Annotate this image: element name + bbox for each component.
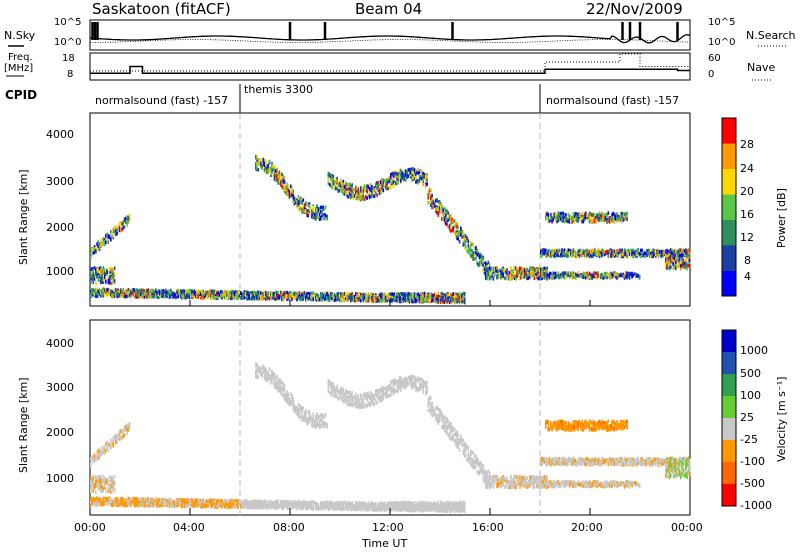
power-cbar-tick-28: 28 xyxy=(740,138,754,151)
velocity-cbar-swatch-0 xyxy=(722,330,736,352)
velocity-cbar-swatch-3 xyxy=(722,396,736,418)
time-tick-2: 08:00 xyxy=(273,521,305,534)
power-cbar-swatch-6 xyxy=(722,271,736,297)
nsky-trace xyxy=(89,34,691,44)
velocity-ytick-4000: 4000 xyxy=(46,337,74,350)
vel-cbar-tick-100: 100 xyxy=(740,389,761,402)
time-tick-4: 16:00 xyxy=(472,521,504,534)
time-tick-6: 00:00 xyxy=(671,521,703,534)
vel-cbar-tick-25: 25 xyxy=(740,411,754,424)
nsky-tick-high: 10^5 xyxy=(54,17,82,28)
freq-trace xyxy=(90,65,690,74)
power-ytick-2000: 2000 xyxy=(46,221,74,234)
power-cbar-tick-20: 20 xyxy=(740,185,754,198)
power-cbar-tick-8: 8 xyxy=(744,254,751,267)
vel-cbar-tick-m25: -25 xyxy=(740,433,758,446)
nave-tick-low: 0 xyxy=(708,69,715,80)
power-colorbar-frame xyxy=(721,117,737,297)
freq-tick-high: 18 xyxy=(62,53,75,64)
nsky-tick-low: 10^0 xyxy=(54,37,82,48)
velocity-ytick-1000: 1000 xyxy=(46,472,74,485)
power-ytick-4000: 4000 xyxy=(46,128,74,141)
station-title: Saskatoon (fitACF) xyxy=(92,0,231,18)
freq-tick-low: 8 xyxy=(67,69,74,80)
freq-panel-frame xyxy=(89,52,691,81)
time-tick-1: 04:00 xyxy=(173,521,205,534)
velocity-ytick-3000: 3000 xyxy=(46,381,74,394)
velocity-colorbar-label: Velocity [m s⁻¹] xyxy=(775,376,788,462)
vel-cbar-tick-m500: -500 xyxy=(740,477,765,490)
time-tick-3: 12:00 xyxy=(372,521,404,534)
power-cbar-swatch-1 xyxy=(722,143,736,169)
nave-label: Nave xyxy=(747,61,776,74)
velocity-cbar-swatch-6 xyxy=(722,462,736,484)
beam-label: Beam 04 xyxy=(355,0,423,18)
vel-cbar-tick-500: 500 xyxy=(740,367,761,380)
power-cbar-swatch-4 xyxy=(722,220,736,246)
vel-cbar-tick-m100: -100 xyxy=(740,455,765,468)
vel-cbar-tick-1000: 1000 xyxy=(740,344,768,357)
nave-trace xyxy=(90,53,690,72)
cpid-segment-3: normalsound (fast) -157 xyxy=(546,94,680,107)
velocity-echo-cells xyxy=(90,362,691,514)
power-cbar-tick-4: 4 xyxy=(744,270,751,283)
velocity-cbar-swatch-1 xyxy=(722,352,736,374)
power-ylabel: Slant Range [km] xyxy=(17,169,30,265)
power-cbar-swatch-2 xyxy=(722,169,736,195)
nsearch-tick-high: 10^5 xyxy=(708,17,736,28)
vel-cbar-tick-m1000: -1000 xyxy=(740,499,772,512)
date-label: 22/Nov/2009 xyxy=(586,0,683,18)
time-tick-5: 20:00 xyxy=(571,521,603,534)
velocity-cbar-swatch-5 xyxy=(722,440,736,462)
power-ytick-1000: 1000 xyxy=(46,265,74,278)
power-echo-cells xyxy=(90,155,691,305)
velocity-ylabel: Slant Range [km] xyxy=(17,377,30,473)
nave-tick-high: 60 xyxy=(708,53,721,64)
power-cbar-swatch-0 xyxy=(722,118,736,144)
velocity-colorbar-frame xyxy=(721,329,737,507)
power-cbar-swatch-3 xyxy=(722,194,736,220)
power-ytick-3000: 3000 xyxy=(46,175,74,188)
freq-label-line1: Freq. xyxy=(8,52,33,63)
power-cbar-tick-12: 12 xyxy=(740,231,754,244)
nsearch-tick-low: 10^0 xyxy=(708,37,736,48)
time-axis-label: Time UT xyxy=(362,537,408,550)
cpid-segment-1: normalsound (fast) -157 xyxy=(95,94,229,107)
nsearch-label: N.Search xyxy=(746,29,796,42)
nsearch-trace xyxy=(90,39,691,43)
cpid-segment-2: themis 3300 xyxy=(244,83,314,96)
velocity-cbar-swatch-7 xyxy=(722,484,736,506)
velocity-cbar-swatch-2 xyxy=(722,374,736,396)
nsky-label: N.Sky xyxy=(4,29,36,42)
power-cbar-tick-24: 24 xyxy=(740,162,754,175)
velocity-ytick-2000: 2000 xyxy=(46,426,74,439)
freq-label-line2: [MHz] xyxy=(4,63,34,74)
time-tick-0: 00:00 xyxy=(74,521,106,534)
cpid-label: CPID xyxy=(5,88,38,102)
power-cbar-tick-16: 16 xyxy=(740,208,754,221)
noise-panel-frame xyxy=(89,19,691,51)
power-cbar-swatch-5 xyxy=(722,245,736,271)
velocity-cbar-swatch-4 xyxy=(722,418,736,440)
power-colorbar-label: Power [dB] xyxy=(775,188,788,248)
